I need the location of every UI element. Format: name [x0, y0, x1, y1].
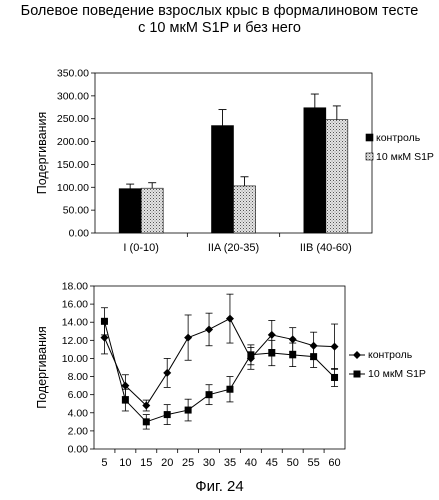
- data-point-diamond: [267, 330, 276, 339]
- x-tick-label: 35: [224, 457, 236, 469]
- y-tick-label: 100.00: [57, 182, 89, 194]
- data-point-diamond: [288, 335, 297, 344]
- bar-chart: 0.00 50.00 100.00 150.00 200.00 250.00 300.00 3…: [35, 68, 434, 255]
- data-point-square: [289, 351, 297, 359]
- y-tick-label: 6.00: [68, 389, 89, 401]
- x-tick-label: 45: [266, 457, 278, 469]
- x-tick-label: 30: [203, 457, 215, 469]
- data-point-diamond: [184, 333, 193, 342]
- data-point-square: [310, 353, 318, 361]
- chart-title-line-2: с 10 мкМ S1P и без него: [138, 20, 301, 36]
- y-tick-label: 12.00: [62, 335, 88, 347]
- x-tick-label: 40: [245, 457, 257, 469]
- legend-marker-diamond: [353, 351, 361, 359]
- x-tick-label: 50: [287, 457, 299, 469]
- series-line: [103, 321, 335, 423]
- x-tick-label: 25: [182, 457, 194, 469]
- y-tick-label: 10.00: [62, 353, 88, 365]
- y-tick-label: 250.00: [57, 113, 89, 125]
- data-point-square: [247, 351, 255, 359]
- legend-label: 10 мкМ S1P: [368, 368, 426, 380]
- y-tick-label: 200.00: [57, 136, 89, 148]
- chart-title-line-1: Болевое поведение взрослых крыс в формал…: [20, 3, 419, 19]
- data-point-diamond: [121, 381, 130, 390]
- y-tick-label: 16.00: [62, 299, 88, 311]
- y-tick-label: 4.00: [68, 407, 89, 419]
- x-tick-label: IIA (20-35): [208, 242, 259, 254]
- y-axis-label: Подергивания: [35, 326, 49, 409]
- data-point-square: [268, 349, 276, 357]
- y-tick-label: 0.00: [68, 444, 89, 456]
- plot-area: [93, 285, 346, 450]
- data-point-square: [100, 317, 108, 325]
- y-tick-label: 18.00: [62, 281, 88, 293]
- y-tick-label: 8.00: [68, 371, 89, 383]
- x-tick-label: I (0-10): [123, 242, 158, 254]
- x-tick-label: 20: [161, 457, 173, 469]
- legend-label: контроль: [368, 349, 413, 361]
- data-point-square: [121, 396, 129, 404]
- x-tick-label: 5: [101, 457, 107, 469]
- data-point-diamond: [163, 368, 172, 377]
- x-tick-label: 55: [308, 457, 320, 469]
- data-point-square: [142, 418, 150, 426]
- y-axis-label: Подергивания: [35, 112, 49, 195]
- data-point-square: [184, 406, 192, 414]
- y-tick-label: 50.00: [63, 205, 89, 217]
- data-point-square: [226, 385, 234, 393]
- y-tick-label: 14.00: [62, 317, 88, 329]
- y-tick-label: 2.00: [68, 425, 89, 437]
- legend-swatch: [365, 133, 374, 142]
- data-point-diamond: [330, 342, 339, 351]
- legend-label: контроль: [376, 132, 421, 144]
- y-tick-label: 0.00: [69, 228, 90, 240]
- line-chart: 0.00 2.00 4.00 6.00 8.00 10.00 12.00 14.00 16.00…: [35, 281, 426, 470]
- x-tick-label: 15: [140, 457, 152, 469]
- legend-label: 10 мкМ S1P: [376, 151, 434, 163]
- data-point-diamond: [100, 333, 109, 342]
- data-point-square: [331, 373, 339, 381]
- y-tick-label: 300.00: [57, 90, 89, 102]
- data-point-diamond: [205, 325, 214, 334]
- legend-marker-square: [353, 370, 361, 378]
- x-tick-label: 10: [119, 457, 131, 469]
- x-tick-label: IIB (40-60): [300, 242, 352, 254]
- y-tick-label: 350.00: [57, 68, 89, 80]
- data-point-diamond: [142, 401, 151, 410]
- data-point-square: [205, 391, 213, 399]
- series-line: [103, 317, 335, 407]
- x-tick-label: 60: [328, 457, 340, 469]
- data-point-square: [163, 411, 171, 419]
- data-point-diamond: [225, 314, 234, 323]
- figure-caption: Фиг. 24: [195, 478, 244, 495]
- legend-swatch: [365, 152, 374, 161]
- y-tick-label: 150.00: [57, 159, 89, 171]
